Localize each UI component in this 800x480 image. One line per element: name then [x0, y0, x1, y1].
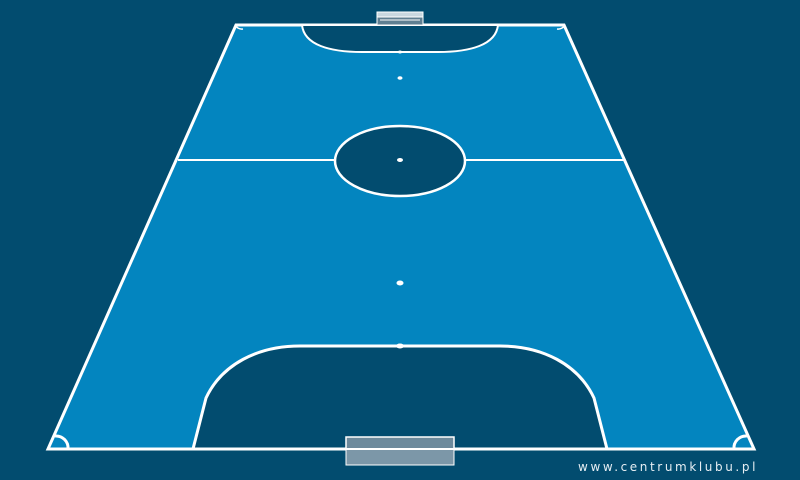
corner-arc-far-right: [556, 24, 565, 30]
near-penalty-spot: [396, 280, 404, 286]
watermark-text: www.centrumklubu.pl: [578, 460, 758, 474]
near-penalty-area: [191, 344, 609, 451]
corner-arc-near-left: [54, 434, 70, 450]
far-penalty-area: [300, 24, 500, 53]
far-penalty-area-spot: [397, 50, 403, 54]
corner-arc-far-left: [235, 24, 244, 30]
center-spot: [397, 158, 403, 162]
near-penalty-area-spot: [396, 343, 404, 349]
corner-arc-near-right: [732, 434, 748, 450]
near-goal: [345, 436, 455, 466]
far-goal: [376, 11, 424, 26]
far-penalty-spot: [397, 76, 403, 80]
